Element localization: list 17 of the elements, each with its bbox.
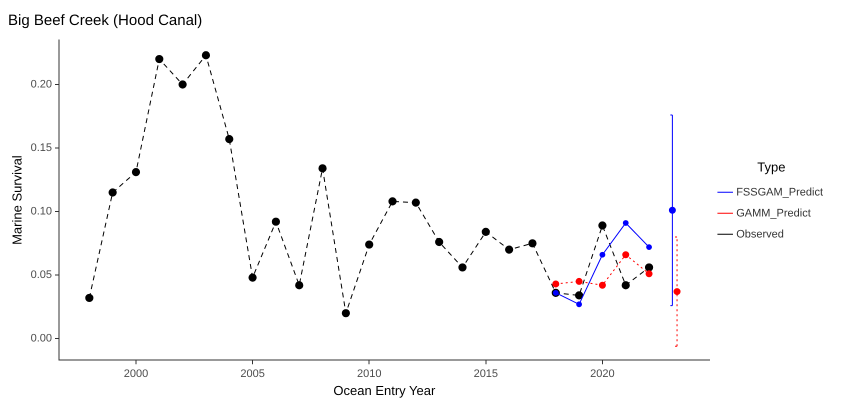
x-tick-label: 2005 xyxy=(240,368,265,380)
x-tick-label: 2000 xyxy=(124,368,148,380)
y-tick-label: 0.20 xyxy=(30,78,52,91)
y-tick-label: 0.00 xyxy=(30,332,52,345)
y-tick-label: 0.15 xyxy=(30,142,52,154)
legend-label: FSSGAM_Predict xyxy=(736,186,824,198)
legend-label: GAMM_Predict xyxy=(736,207,811,220)
x-axis-title: Ocean Entry Year xyxy=(333,382,436,398)
y-axis-title: Marine Survival xyxy=(9,155,24,245)
legend-title: Type xyxy=(757,159,786,174)
x-tick-label: 2020 xyxy=(590,368,615,380)
x-tick-label: 2015 xyxy=(474,368,498,380)
chart-title: Big Beef Creek (Hood Canal) xyxy=(8,12,202,30)
y-tick-label: 0.05 xyxy=(30,269,52,282)
x-tick-label: 2010 xyxy=(356,368,382,380)
y-tick-label: 0.10 xyxy=(30,206,52,218)
legend-label: Observed xyxy=(736,228,784,240)
